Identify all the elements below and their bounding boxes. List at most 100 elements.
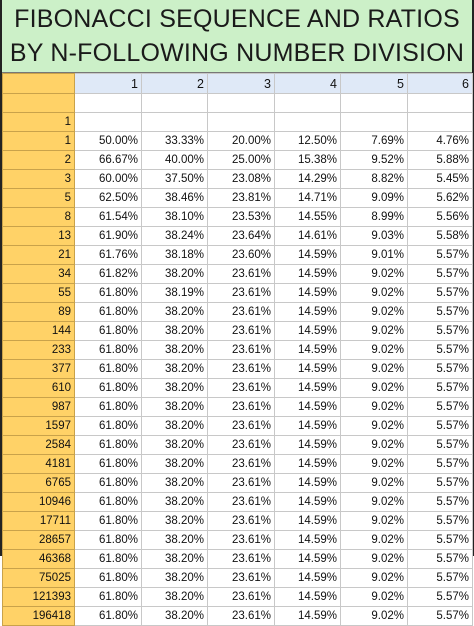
table-cell[interactable]: 9.02% xyxy=(340,606,408,626)
table-cell[interactable]: 38.20% xyxy=(141,454,208,474)
row-header[interactable]: 1 xyxy=(2,112,75,132)
table-cell[interactable]: 9.02% xyxy=(340,264,408,284)
table-cell[interactable]: 5.57% xyxy=(407,321,473,341)
table-cell[interactable] xyxy=(141,93,208,113)
table-cell[interactable]: 14.59% xyxy=(274,511,341,531)
table-cell[interactable]: 5.57% xyxy=(407,245,473,265)
table-cell[interactable]: 14.59% xyxy=(274,549,341,569)
table-cell[interactable]: 23.61% xyxy=(207,397,275,417)
table-cell[interactable]: 23.61% xyxy=(207,606,275,626)
table-cell[interactable]: 38.18% xyxy=(141,245,208,265)
table-cell[interactable]: 23.61% xyxy=(207,321,275,341)
table-cell[interactable]: 38.20% xyxy=(141,378,208,398)
table-cell[interactable] xyxy=(74,93,142,113)
table-cell[interactable]: 14.59% xyxy=(274,587,341,607)
table-cell[interactable]: 14.59% xyxy=(274,283,341,303)
row-header[interactable]: 89 xyxy=(2,302,75,322)
table-cell[interactable] xyxy=(340,112,408,132)
table-cell[interactable]: 23.53% xyxy=(207,207,275,227)
table-cell[interactable]: 14.59% xyxy=(274,264,341,284)
table-cell[interactable]: 14.59% xyxy=(274,397,341,417)
row-header[interactable]: 233 xyxy=(2,340,75,360)
table-cell[interactable]: 14.59% xyxy=(274,454,341,474)
table-cell[interactable]: 50.00% xyxy=(74,131,142,151)
table-cell[interactable] xyxy=(274,112,341,132)
table-cell[interactable]: 4.76% xyxy=(407,131,473,151)
table-cell[interactable]: 23.81% xyxy=(207,188,275,208)
table-cell[interactable]: 60.00% xyxy=(74,169,142,189)
table-cell[interactable]: 9.02% xyxy=(340,549,408,569)
table-cell[interactable]: 9.02% xyxy=(340,587,408,607)
table-cell[interactable]: 61.80% xyxy=(74,549,142,569)
row-header[interactable]: 2584 xyxy=(2,435,75,455)
table-cell[interactable] xyxy=(74,112,142,132)
row-header[interactable]: 377 xyxy=(2,359,75,379)
table-cell[interactable]: 33.33% xyxy=(141,131,208,151)
table-cell[interactable]: 40.00% xyxy=(141,150,208,170)
corner-cell[interactable] xyxy=(2,73,75,94)
table-cell[interactable] xyxy=(274,93,341,113)
table-cell[interactable]: 66.67% xyxy=(74,150,142,170)
table-cell[interactable]: 9.02% xyxy=(340,530,408,550)
table-cell[interactable]: 38.20% xyxy=(141,549,208,569)
table-cell[interactable]: 5.62% xyxy=(407,188,473,208)
table-cell[interactable]: 5.57% xyxy=(407,416,473,436)
row-header[interactable]: 144 xyxy=(2,321,75,341)
table-cell[interactable]: 8.82% xyxy=(340,169,408,189)
row-header[interactable]: 1 xyxy=(2,131,75,151)
table-cell[interactable]: 14.59% xyxy=(274,568,341,588)
table-cell[interactable]: 61.80% xyxy=(74,473,142,493)
table-cell[interactable]: 38.20% xyxy=(141,511,208,531)
table-cell[interactable] xyxy=(340,93,408,113)
table-cell[interactable]: 12.50% xyxy=(274,131,341,151)
table-cell[interactable]: 38.20% xyxy=(141,568,208,588)
table-cell[interactable]: 23.61% xyxy=(207,416,275,436)
table-cell[interactable]: 23.61% xyxy=(207,340,275,360)
row-header[interactable]: 2 xyxy=(2,150,75,170)
table-cell[interactable]: 38.20% xyxy=(141,359,208,379)
row-header[interactable]: 1597 xyxy=(2,416,75,436)
table-cell[interactable]: 9.02% xyxy=(340,435,408,455)
table-cell[interactable] xyxy=(407,93,473,113)
table-cell[interactable]: 38.20% xyxy=(141,587,208,607)
table-cell[interactable]: 9.03% xyxy=(340,226,408,246)
table-cell[interactable]: 9.02% xyxy=(340,568,408,588)
table-cell[interactable]: 38.20% xyxy=(141,416,208,436)
table-cell[interactable]: 23.61% xyxy=(207,568,275,588)
table-cell[interactable]: 61.80% xyxy=(74,511,142,531)
row-header[interactable]: 13 xyxy=(2,226,75,246)
row-header[interactable]: 75025 xyxy=(2,568,75,588)
table-cell[interactable]: 38.20% xyxy=(141,340,208,360)
table-cell[interactable]: 9.02% xyxy=(340,492,408,512)
table-cell[interactable]: 14.61% xyxy=(274,226,341,246)
table-cell[interactable]: 23.61% xyxy=(207,549,275,569)
table-cell[interactable]: 61.54% xyxy=(74,207,142,227)
table-cell[interactable]: 38.10% xyxy=(141,207,208,227)
table-cell[interactable]: 23.61% xyxy=(207,302,275,322)
table-cell[interactable]: 5.57% xyxy=(407,302,473,322)
table-cell[interactable]: 38.20% xyxy=(141,530,208,550)
table-cell[interactable]: 8.99% xyxy=(340,207,408,227)
table-cell[interactable]: 38.20% xyxy=(141,435,208,455)
row-header[interactable]: 196418 xyxy=(2,606,75,626)
row-header[interactable]: 21 xyxy=(2,245,75,265)
row-header[interactable]: 34 xyxy=(2,264,75,284)
row-header[interactable]: 121393 xyxy=(2,587,75,607)
table-cell[interactable]: 9.02% xyxy=(340,511,408,531)
table-cell[interactable]: 9.02% xyxy=(340,283,408,303)
table-cell[interactable]: 5.57% xyxy=(407,587,473,607)
table-cell[interactable]: 14.71% xyxy=(274,188,341,208)
row-header[interactable]: 55 xyxy=(2,283,75,303)
table-cell[interactable]: 61.80% xyxy=(74,454,142,474)
table-cell[interactable]: 9.02% xyxy=(340,340,408,360)
table-cell[interactable]: 23.61% xyxy=(207,359,275,379)
table-cell[interactable]: 9.02% xyxy=(340,378,408,398)
table-cell[interactable]: 9.02% xyxy=(340,473,408,493)
table-cell[interactable]: 23.61% xyxy=(207,454,275,474)
table-cell[interactable]: 5.57% xyxy=(407,378,473,398)
column-header[interactable]: 1 xyxy=(74,73,142,94)
table-cell[interactable]: 61.76% xyxy=(74,245,142,265)
table-cell[interactable]: 14.59% xyxy=(274,473,341,493)
table-cell[interactable]: 62.50% xyxy=(74,188,142,208)
table-cell[interactable]: 5.57% xyxy=(407,473,473,493)
